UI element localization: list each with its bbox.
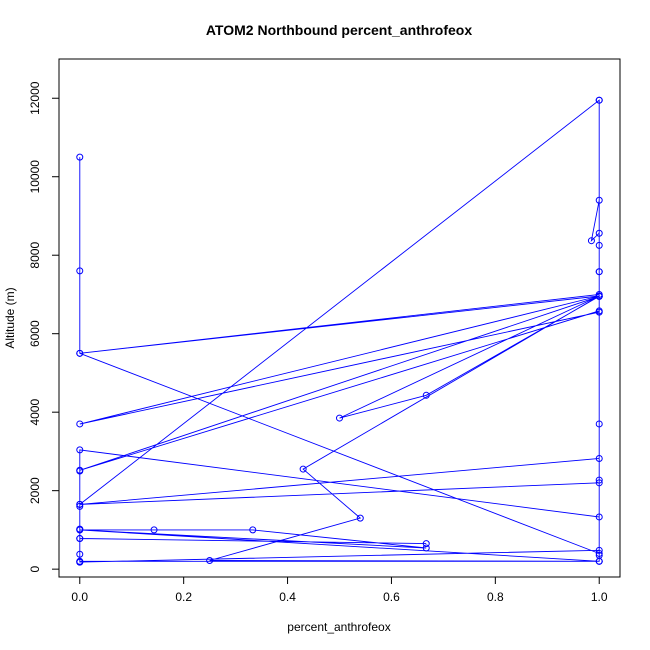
- data-point: [249, 526, 257, 534]
- y-axis: 0 2000 4000 6000 8000 10000 12000: [28, 81, 60, 572]
- x-tick-label: 0.8: [487, 590, 504, 604]
- x-tick-label: 1.0: [591, 590, 608, 604]
- x-tick-label: 0.0: [71, 590, 88, 604]
- x-tick-label: 0.4: [279, 590, 296, 604]
- data-point: [76, 502, 84, 510]
- y-tick-label: 0: [28, 565, 42, 572]
- data-point: [76, 500, 84, 508]
- data-point: [206, 557, 214, 565]
- data-point: [76, 550, 84, 558]
- data-point: [595, 96, 603, 104]
- data-point: [422, 391, 430, 399]
- data-point: [76, 526, 84, 534]
- data-point: [422, 544, 430, 552]
- y-tick-label: 12000: [28, 81, 42, 115]
- chart-title: ATOM2 Northbound percent_anthrofeox: [206, 22, 472, 38]
- data-point: [595, 549, 603, 557]
- data-point: [76, 153, 84, 161]
- data-point: [150, 526, 158, 534]
- data-point: [595, 196, 603, 204]
- y-tick-label: 10000: [28, 160, 42, 194]
- data-point: [595, 546, 603, 554]
- data-point: [595, 420, 603, 428]
- y-tick-label: 8000: [28, 242, 42, 269]
- y-axis-label: Altitude (m): [3, 287, 17, 348]
- data-point: [595, 229, 603, 237]
- y-tick-label: 4000: [28, 399, 42, 426]
- data-point: [422, 540, 430, 548]
- data-point: [595, 241, 603, 249]
- data-point: [76, 267, 84, 275]
- data-point: [595, 513, 603, 521]
- data-point: [76, 535, 84, 543]
- data-point: [299, 465, 307, 473]
- x-axis: 0.0 0.2 0.4 0.6 0.8 1.0: [71, 576, 608, 604]
- data-point: [76, 446, 84, 454]
- series-layer: [76, 96, 603, 566]
- data-point: [76, 467, 84, 475]
- y-tick-label: 6000: [28, 320, 42, 347]
- series-line: [79, 99, 600, 563]
- data-point: [336, 414, 343, 422]
- data-point: [76, 558, 84, 566]
- x-tick-label: 0.6: [383, 590, 400, 604]
- data-point: [595, 307, 603, 315]
- data-point: [587, 237, 595, 245]
- data-point: [595, 268, 603, 276]
- y-tick-label: 2000: [28, 477, 42, 504]
- data-point: [595, 454, 603, 462]
- data-point: [356, 514, 364, 522]
- data-point: [595, 292, 603, 300]
- x-axis-label: percent_anthrofeox: [287, 620, 390, 634]
- data-point: [595, 557, 603, 565]
- data-point: [595, 479, 603, 487]
- x-tick-label: 0.2: [175, 590, 192, 604]
- data-point: [76, 349, 84, 357]
- data-point: [76, 420, 84, 428]
- data-point: [595, 476, 603, 484]
